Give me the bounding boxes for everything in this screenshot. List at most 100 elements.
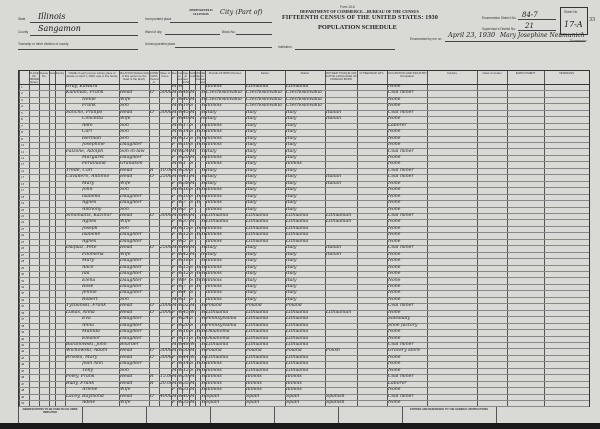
cell-marital: M [190,109,195,115]
cell-name: Frank [82,103,96,109]
cell-marital: S [190,277,194,283]
cell-name: Margaret [82,154,105,160]
cell-birth_mother: Lithuania [286,329,309,335]
cell-read: Yes [201,193,205,199]
codes-heading: ENTRIES AND REFERENCE TO THE GENERAL INS… [402,407,495,423]
cell-age: 18 [183,258,189,264]
schedule-subtitle: POPULATION SCHEDULE [318,24,397,31]
line-number: 22 [21,220,25,225]
column-header-read: Able to read and write [200,71,205,85]
cell-relation: Daughter [120,335,143,341]
cell-birth_mother: Italy [286,290,297,296]
line-number: 9 [21,136,23,141]
cell-birth_mother: Italy [286,200,297,206]
cell-marital: M [190,303,195,309]
column-divider [357,71,358,406]
cell-occupation: None [388,264,401,270]
cell-relation: Head [120,374,133,380]
cell-marital: S [190,200,194,206]
cell-age: 15 [183,225,189,231]
sheet-value: 17-A [564,20,583,29]
cell-name: Anna [82,322,94,328]
cell-color: W [178,174,182,180]
cell-birth_father: Poland [246,303,262,309]
cell-birth_father: Lithuania [246,309,269,315]
line-number: 37 [21,317,25,322]
table-row: 50AdeleWifeFW35MYesSpainSpainSpainSpanis… [19,400,589,408]
cell-relation: Son [120,129,129,135]
table-row: 6ConcettaWifeFW40MNoItalyItalyItalyItali… [19,116,589,124]
cell-name: Dalpiaz, Pete [66,245,97,251]
cell-birth_person: Pennsylvania [206,322,237,328]
column-header-birth_person: PLACE OF BIRTH Person [205,71,245,85]
cell-name: Rudy, Frank [66,380,95,386]
cell-read: Yes [201,348,205,354]
column-header-language: MOTHER TONGUE (OR NATIVE LANGUAGE) OF FO… [325,71,357,85]
column-divider [159,71,160,406]
cell-birth_person: Illinois [206,187,222,193]
cell-occupation: None [388,161,401,167]
cell-occupation: None [388,354,401,360]
cell-relation: Daughter [120,264,143,270]
cell-occupation: Coal miner [388,167,414,173]
cell-read: Yes [201,277,205,283]
cell-name: John [82,187,93,193]
cell-marital: S [190,264,194,270]
line-number: 34 [21,297,25,302]
cell-birth_father: Italy [246,200,257,206]
cell-relation: Head [120,213,133,218]
cell-relation: Wife [120,96,131,102]
cell-language: Spanish [326,400,345,406]
column-header-employment: EMPLOYMENT [507,71,544,85]
cell-birth_father: Italy [246,167,257,173]
cell-occupation: None [388,367,401,373]
table-row: 19 Agnes Daughter FW7SYes Illinois Italy Italy… [19,200,589,208]
line-number: 28 [21,259,25,264]
cell-name: Jean Ann [82,361,103,367]
line-number: 46 [21,375,25,380]
cell-birth_father: Lithuania [246,361,269,367]
line-number: 32 [21,284,25,289]
cell-color: W [178,297,182,303]
cell-birth_mother: Illinois [286,161,302,167]
table-row: 45TonySonMW12SYesYesIllinoisLithuaniaLit… [19,367,589,376]
cell-occupation: None [388,271,401,277]
column-divider [285,71,286,406]
table-row: 4 Frank Son MW19S YesIllinois Czechoslovakia C… [19,103,589,111]
cell-birth_father: Italy [246,187,257,193]
cell-age: 16 [183,329,189,335]
cell-birth_mother: Italy [286,277,297,283]
cell-language: Italian [326,174,342,180]
cell-birth_person: Illinois [206,135,222,141]
cell-name: Nellie [82,96,96,102]
cell-birth_mother: Illinois [286,380,302,386]
cell-read: Yes [201,322,205,328]
line-number: 35 [21,304,25,309]
cell-language: Italian [326,251,342,257]
cell-read: No [201,251,205,257]
cell-name: Wichowski, Adam [66,348,108,354]
cell-birth_mother: Lithuania [286,84,309,89]
column-divider [200,71,201,406]
cell-age: 40 [183,116,189,122]
cell-sex: F [172,96,176,102]
cell-birth_person: Illinois [206,142,222,148]
cell-occupation: None [388,258,401,264]
cell-birth_father: Italy [246,206,257,212]
cell-birth_person: Poland [206,303,222,309]
ward-label: Ward of city [145,30,162,34]
column-header-citizenship: CITIZENSHIP, ETC. [357,71,387,85]
cell-sex: M [172,213,177,218]
cell-birth_person: Italy [206,148,217,154]
cell-sex: F [172,354,176,360]
cell-school: Yes [196,283,200,289]
cell-birth_mother: Spain [286,393,300,399]
cell-age: 7 [183,200,186,206]
cell-value: 15.00 [160,374,171,380]
table-row: 37 Eva Daughter FW24S YesPennsylvania Lithuan… [19,316,589,324]
cell-occupation: None [388,387,401,393]
cell-sex: M [172,206,177,212]
cell-birth_father: Italy [246,193,257,199]
